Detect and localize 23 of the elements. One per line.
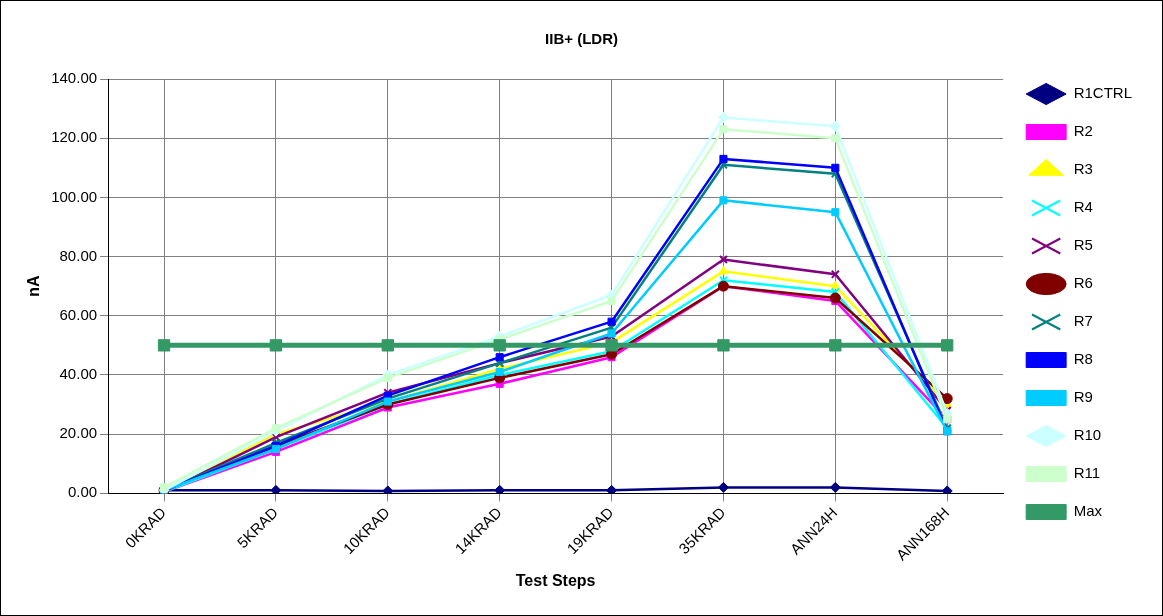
legend-label: R2 <box>1073 122 1093 140</box>
y-tick-label: 100.00 <box>51 187 98 205</box>
y-tick-label: 60.00 <box>59 305 98 323</box>
legend-label: R4 <box>1073 198 1093 216</box>
x-axis-title: Test Steps <box>515 571 596 589</box>
legend-label: R7 <box>1073 312 1093 330</box>
legend-label: Max <box>1073 502 1103 520</box>
legend-label: R1CTRL <box>1073 84 1133 102</box>
y-axis-title: nA <box>25 275 43 297</box>
legend-label: R11 <box>1073 464 1101 482</box>
legend-label: R9 <box>1073 388 1093 406</box>
y-tick-label: 40.00 <box>59 365 98 383</box>
legend-label: R5 <box>1073 236 1093 254</box>
legend-label: R8 <box>1073 350 1093 368</box>
y-tick-label: 0.00 <box>67 483 98 501</box>
y-tick-label: 120.00 <box>51 128 98 146</box>
legend-label: R6 <box>1073 274 1093 292</box>
y-tick-label: 140.00 <box>51 69 98 87</box>
legend-label: R3 <box>1073 160 1093 178</box>
legend-label: R10 <box>1073 426 1102 444</box>
chart-title: IIB+ (LDR) <box>545 30 618 48</box>
y-tick-label: 20.00 <box>59 424 98 442</box>
y-tick-label: 80.00 <box>59 246 98 264</box>
